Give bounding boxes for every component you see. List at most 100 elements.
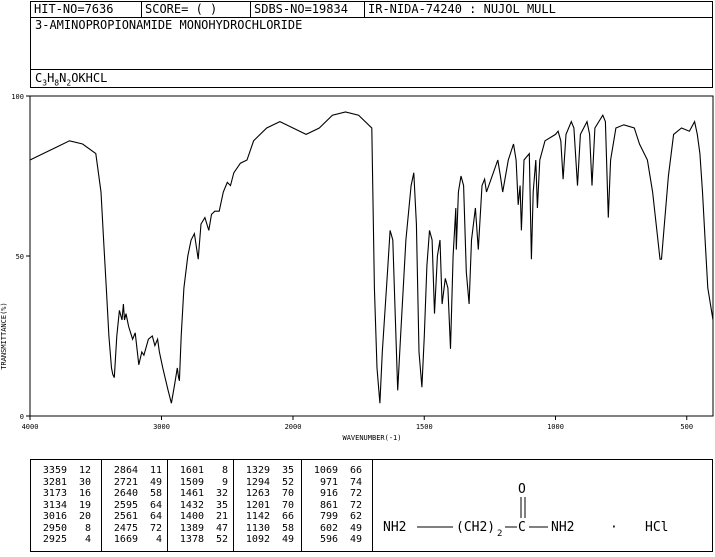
peak-row: 1294 52 bbox=[240, 477, 294, 488]
peak-transmittance: 12 bbox=[78, 465, 91, 476]
peak-row: 2925 4 bbox=[37, 534, 91, 545]
peak-transmittance: 72 bbox=[349, 488, 362, 499]
peak-row: 596 49 bbox=[308, 534, 362, 545]
peak-row: 1069 66 bbox=[308, 465, 362, 476]
x-axis-label: WAVENUMBER(-1) bbox=[342, 434, 401, 442]
peak-transmittance: 49 bbox=[281, 534, 294, 545]
peak-wavenumber: 1601 bbox=[179, 465, 204, 476]
peak-row: 1400 21 bbox=[174, 511, 228, 522]
peak-wavenumber: 1329 bbox=[245, 465, 270, 476]
peak-column: 2864 11 2721 49 2640 58 2595 64 2561 64 2475 72 1669… bbox=[101, 460, 168, 551]
x-tick-label: 4000 bbox=[22, 423, 39, 431]
y-tick-label: 0 bbox=[20, 413, 24, 421]
peak-row: 799 62 bbox=[308, 511, 362, 522]
structure-panel: NH2 (CH2) 2 C O NH2 · HCl bbox=[373, 459, 713, 552]
peak-wavenumber: 1378 bbox=[179, 534, 204, 545]
peak-table: 3359 12 3281 30 3173 16 3134 19 3016 20 2950 8 2925 4… bbox=[30, 459, 373, 552]
peak-column: 1601 8 1509 9 1461 32 1432 35 1400 21 1389 47 1378 52 bbox=[167, 460, 234, 551]
carbonyl-oxygen: O bbox=[518, 482, 526, 497]
peak-column: 1329 35 1294 52 1263 70 1201 70 1142 66 1130 58 1092… bbox=[233, 460, 302, 551]
x-tick-label: 3000 bbox=[153, 423, 170, 431]
peak-row: 1263 70 bbox=[240, 488, 294, 499]
hit-number: HIT-NO=7636 bbox=[34, 2, 114, 16]
peak-row: 1432 35 bbox=[174, 500, 228, 511]
peak-row: 1201 70 bbox=[240, 500, 294, 511]
peak-wavenumber: 2925 bbox=[42, 534, 67, 545]
peak-transmittance: 58 bbox=[149, 488, 162, 499]
peak-row: 2595 64 bbox=[108, 500, 162, 511]
peak-wavenumber: 1201 bbox=[245, 499, 270, 511]
peak-wavenumber: 2950 bbox=[42, 522, 67, 534]
sdbs-number: SDBS-NO=19834 bbox=[250, 2, 364, 17]
peak-transmittance: 4 bbox=[84, 534, 91, 545]
y-tick-label: 50 bbox=[16, 253, 24, 261]
peak-transmittance: 66 bbox=[349, 465, 362, 476]
peak-row: 2475 72 bbox=[108, 523, 162, 534]
carbonyl-carbon: C bbox=[518, 520, 526, 535]
x-tick-label: 2000 bbox=[285, 423, 302, 431]
amino-group-right: NH2 bbox=[551, 520, 574, 535]
peak-row: 971 74 bbox=[308, 477, 362, 488]
header-id-row: HIT-NO=7636 SCORE= ( ) SDBS-NO=19834 IR-… bbox=[30, 1, 713, 18]
amino-group-left: NH2 bbox=[383, 520, 406, 535]
peak-transmittance: 52 bbox=[281, 476, 294, 488]
salt-dot: · bbox=[610, 520, 618, 535]
peak-row: 1378 52 bbox=[174, 534, 228, 545]
peak-transmittance: 70 bbox=[281, 499, 294, 511]
peak-wavenumber: 3134 bbox=[42, 499, 67, 511]
peak-wavenumber: 916 bbox=[319, 488, 338, 499]
peak-wavenumber: 3281 bbox=[42, 476, 67, 488]
peak-transmittance: 49 bbox=[349, 522, 362, 534]
peak-row: 2864 11 bbox=[108, 465, 162, 476]
peak-wavenumber: 2640 bbox=[113, 488, 138, 499]
peak-column: 1069 66 971 74 916 72 861 72 799 62 602 49 596 49 bbox=[301, 460, 373, 551]
peak-transmittance: 35 bbox=[215, 499, 228, 511]
compound-name: 3-AMINOPROPIONAMIDE MONOHYDROCHLORIDE bbox=[30, 17, 713, 70]
peak-row: 2721 49 bbox=[108, 477, 162, 488]
peak-wavenumber: 2595 bbox=[113, 499, 138, 511]
peak-row: 1669 4 bbox=[108, 534, 162, 545]
peak-transmittance: 64 bbox=[149, 511, 162, 522]
peak-transmittance: 72 bbox=[149, 522, 162, 534]
peak-transmittance: 70 bbox=[281, 488, 294, 499]
peak-wavenumber: 1389 bbox=[179, 522, 204, 534]
peak-transmittance: 16 bbox=[78, 488, 91, 499]
peak-wavenumber: 1142 bbox=[245, 511, 270, 522]
y-axis-label: TRANSMITTANCE(%) bbox=[0, 302, 8, 369]
peak-row: 3359 12 bbox=[37, 465, 91, 476]
peak-row: 2561 64 bbox=[108, 511, 162, 522]
chemical-structure: NH2 (CH2) 2 C O NH2 · HCl bbox=[383, 482, 668, 539]
peak-row: 3173 16 bbox=[37, 488, 91, 499]
peak-transmittance: 8 bbox=[221, 465, 228, 476]
peak-wavenumber: 2721 bbox=[113, 476, 138, 488]
peak-transmittance: 20 bbox=[78, 511, 91, 522]
methylene-group: (CH2) bbox=[456, 520, 495, 535]
peak-row: 2640 58 bbox=[108, 488, 162, 499]
y-axis-ticks: 0 50 100 bbox=[11, 93, 30, 421]
peak-wavenumber: 1461 bbox=[179, 488, 204, 499]
peak-transmittance: 72 bbox=[349, 499, 362, 511]
peak-transmittance: 62 bbox=[349, 511, 362, 522]
peak-transmittance: 11 bbox=[149, 465, 162, 476]
molecular-formula: C3H8N2OKHCL bbox=[30, 69, 713, 88]
peak-row: 1601 8 bbox=[174, 465, 228, 476]
peak-row: 1329 35 bbox=[240, 465, 294, 476]
ir-spectrum-chart: 4000 3000 2000 1500 1000 500 0 50 100 WAVENUMBE… bbox=[0, 93, 714, 442]
peak-transmittance: 21 bbox=[215, 511, 228, 522]
peak-transmittance: 4 bbox=[155, 534, 162, 545]
peak-wavenumber: 1400 bbox=[179, 511, 204, 522]
peak-row: 1389 47 bbox=[174, 523, 228, 534]
peak-wavenumber: 1069 bbox=[313, 465, 338, 476]
peak-wavenumber: 3359 bbox=[42, 465, 67, 476]
peak-row: 3016 20 bbox=[37, 511, 91, 522]
peak-row: 1461 32 bbox=[174, 488, 228, 499]
peak-wavenumber: 1669 bbox=[113, 534, 138, 545]
peak-row: 1092 49 bbox=[240, 534, 294, 545]
peak-wavenumber: 861 bbox=[319, 499, 338, 511]
peak-transmittance: 49 bbox=[349, 534, 362, 545]
score: SCORE= ( ) bbox=[141, 2, 250, 17]
x-tick-label: 1500 bbox=[416, 423, 433, 431]
peak-column: 3359 12 3281 30 3173 16 3134 19 3016 20 2950 8 2925 4 bbox=[31, 460, 101, 551]
peak-wavenumber: 1263 bbox=[245, 488, 270, 499]
x-tick-label: 500 bbox=[680, 423, 693, 431]
